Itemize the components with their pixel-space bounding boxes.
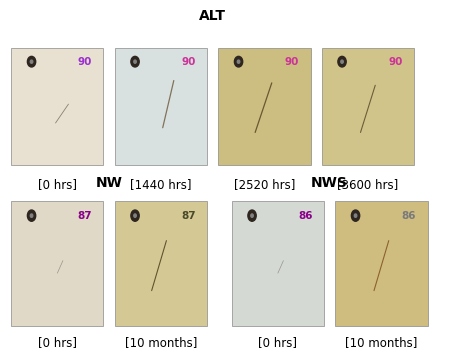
Text: 90: 90 — [285, 57, 299, 67]
Text: NW: NW — [96, 176, 122, 190]
Text: 87: 87 — [181, 210, 196, 221]
Circle shape — [27, 56, 36, 67]
Circle shape — [131, 56, 139, 67]
Text: 86: 86 — [402, 210, 416, 221]
Circle shape — [30, 214, 33, 217]
Text: NWS: NWS — [311, 176, 348, 190]
Circle shape — [134, 214, 136, 217]
Text: [0 hrs]: [0 hrs] — [38, 336, 77, 349]
Text: 90: 90 — [78, 57, 92, 67]
Circle shape — [251, 214, 253, 217]
Text: 90: 90 — [181, 57, 196, 67]
Circle shape — [27, 210, 36, 221]
Text: ALT: ALT — [199, 9, 226, 23]
Text: [0 hrs]: [0 hrs] — [258, 336, 297, 349]
Text: [10 months]: [10 months] — [345, 336, 418, 349]
Text: 86: 86 — [298, 210, 313, 221]
Text: [0 hrs]: [0 hrs] — [38, 178, 77, 191]
Text: [2520 hrs]: [2520 hrs] — [234, 178, 295, 191]
Circle shape — [237, 60, 240, 63]
Circle shape — [234, 56, 243, 67]
Circle shape — [30, 60, 33, 63]
Circle shape — [131, 210, 139, 221]
Circle shape — [354, 214, 357, 217]
Circle shape — [351, 210, 360, 221]
Circle shape — [134, 60, 136, 63]
Circle shape — [338, 56, 346, 67]
Text: [10 months]: [10 months] — [125, 336, 197, 349]
Text: [3600 hrs]: [3600 hrs] — [337, 178, 399, 191]
Circle shape — [341, 60, 343, 63]
Circle shape — [248, 210, 256, 221]
Text: [1440 hrs]: [1440 hrs] — [130, 178, 192, 191]
Text: 90: 90 — [388, 57, 403, 67]
Text: 87: 87 — [78, 210, 92, 221]
